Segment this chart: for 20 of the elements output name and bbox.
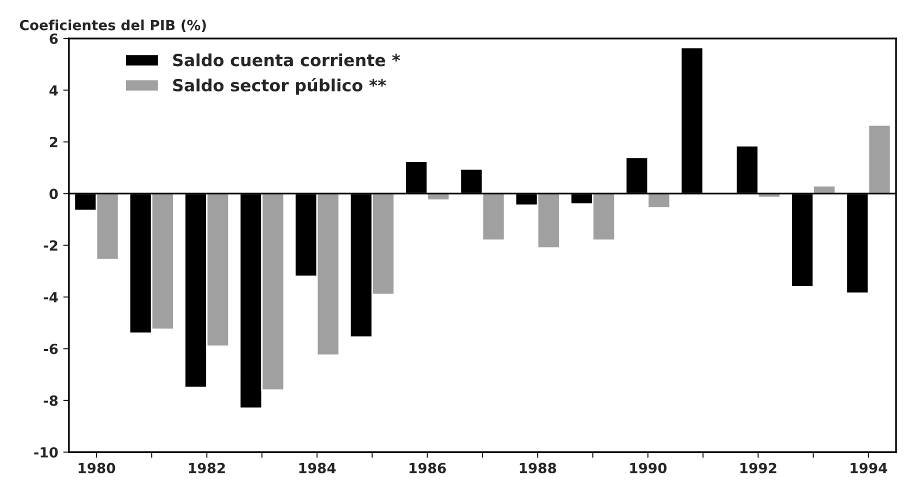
x-tick-label: 1982 xyxy=(189,462,225,474)
y-tick-label: -6 xyxy=(44,344,58,354)
x-tick-label: 1992 xyxy=(740,462,776,474)
x-tick-label: 1990 xyxy=(630,462,667,474)
legend-label: Saldo cuenta corriente * xyxy=(173,53,400,66)
y-tick-label: -8 xyxy=(44,395,58,406)
y-tick-label: -4 xyxy=(44,292,58,302)
x-tick-label: 1984 xyxy=(299,462,336,474)
y-tick-label: -2 xyxy=(44,240,58,251)
x-tick-label: 1988 xyxy=(520,462,556,474)
x-tick-label: 1986 xyxy=(410,462,446,474)
x-tick-label: 1980 xyxy=(78,462,116,474)
y-tick-label: -10 xyxy=(34,447,58,458)
chart-title: Coeficientes del PIB (%) xyxy=(20,20,206,32)
y-tick-label: 6 xyxy=(50,33,58,44)
y-tick-label: 4 xyxy=(49,85,58,96)
y-tick-label: 0 xyxy=(50,188,58,200)
legend-label: Saldo sector público ** xyxy=(173,78,386,95)
x-tick-label: 1994 xyxy=(850,462,888,474)
y-tick-label: 2 xyxy=(50,136,58,148)
